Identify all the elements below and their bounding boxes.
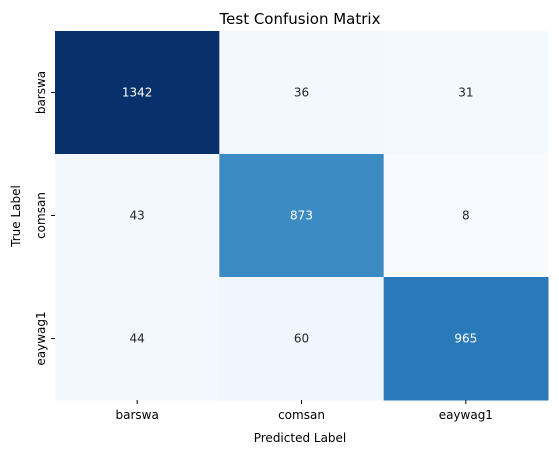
y-tick-label: comsan — [34, 192, 48, 239]
chart-title: Test Confusion Matrix — [219, 10, 381, 28]
cell-value-label: 43 — [130, 209, 145, 223]
cell-value-label: 31 — [458, 86, 473, 100]
cell-value-label: 60 — [294, 332, 309, 346]
cell-value-label: 1342 — [122, 86, 153, 100]
y-tick-label: barswa — [34, 71, 48, 114]
cell-value-label: 36 — [294, 86, 309, 100]
x-axis-label: Predicted Label — [254, 431, 347, 445]
x-tick-label: barswa — [116, 408, 159, 422]
cell-value-label: 8 — [462, 209, 470, 223]
y-tick-label: eaywag1 — [34, 311, 48, 365]
cell-value-label: 965 — [454, 332, 477, 346]
cell-value-label: 44 — [130, 332, 145, 346]
x-tick-label: comsan — [278, 408, 325, 422]
x-tick-label: eaywag1 — [439, 408, 493, 422]
cell-value-label: 873 — [290, 209, 313, 223]
y-axis-label: True Label — [9, 185, 23, 248]
heatmap-cells: 1342 36 31 43 873 8 44 60 965 — [55, 31, 549, 401]
